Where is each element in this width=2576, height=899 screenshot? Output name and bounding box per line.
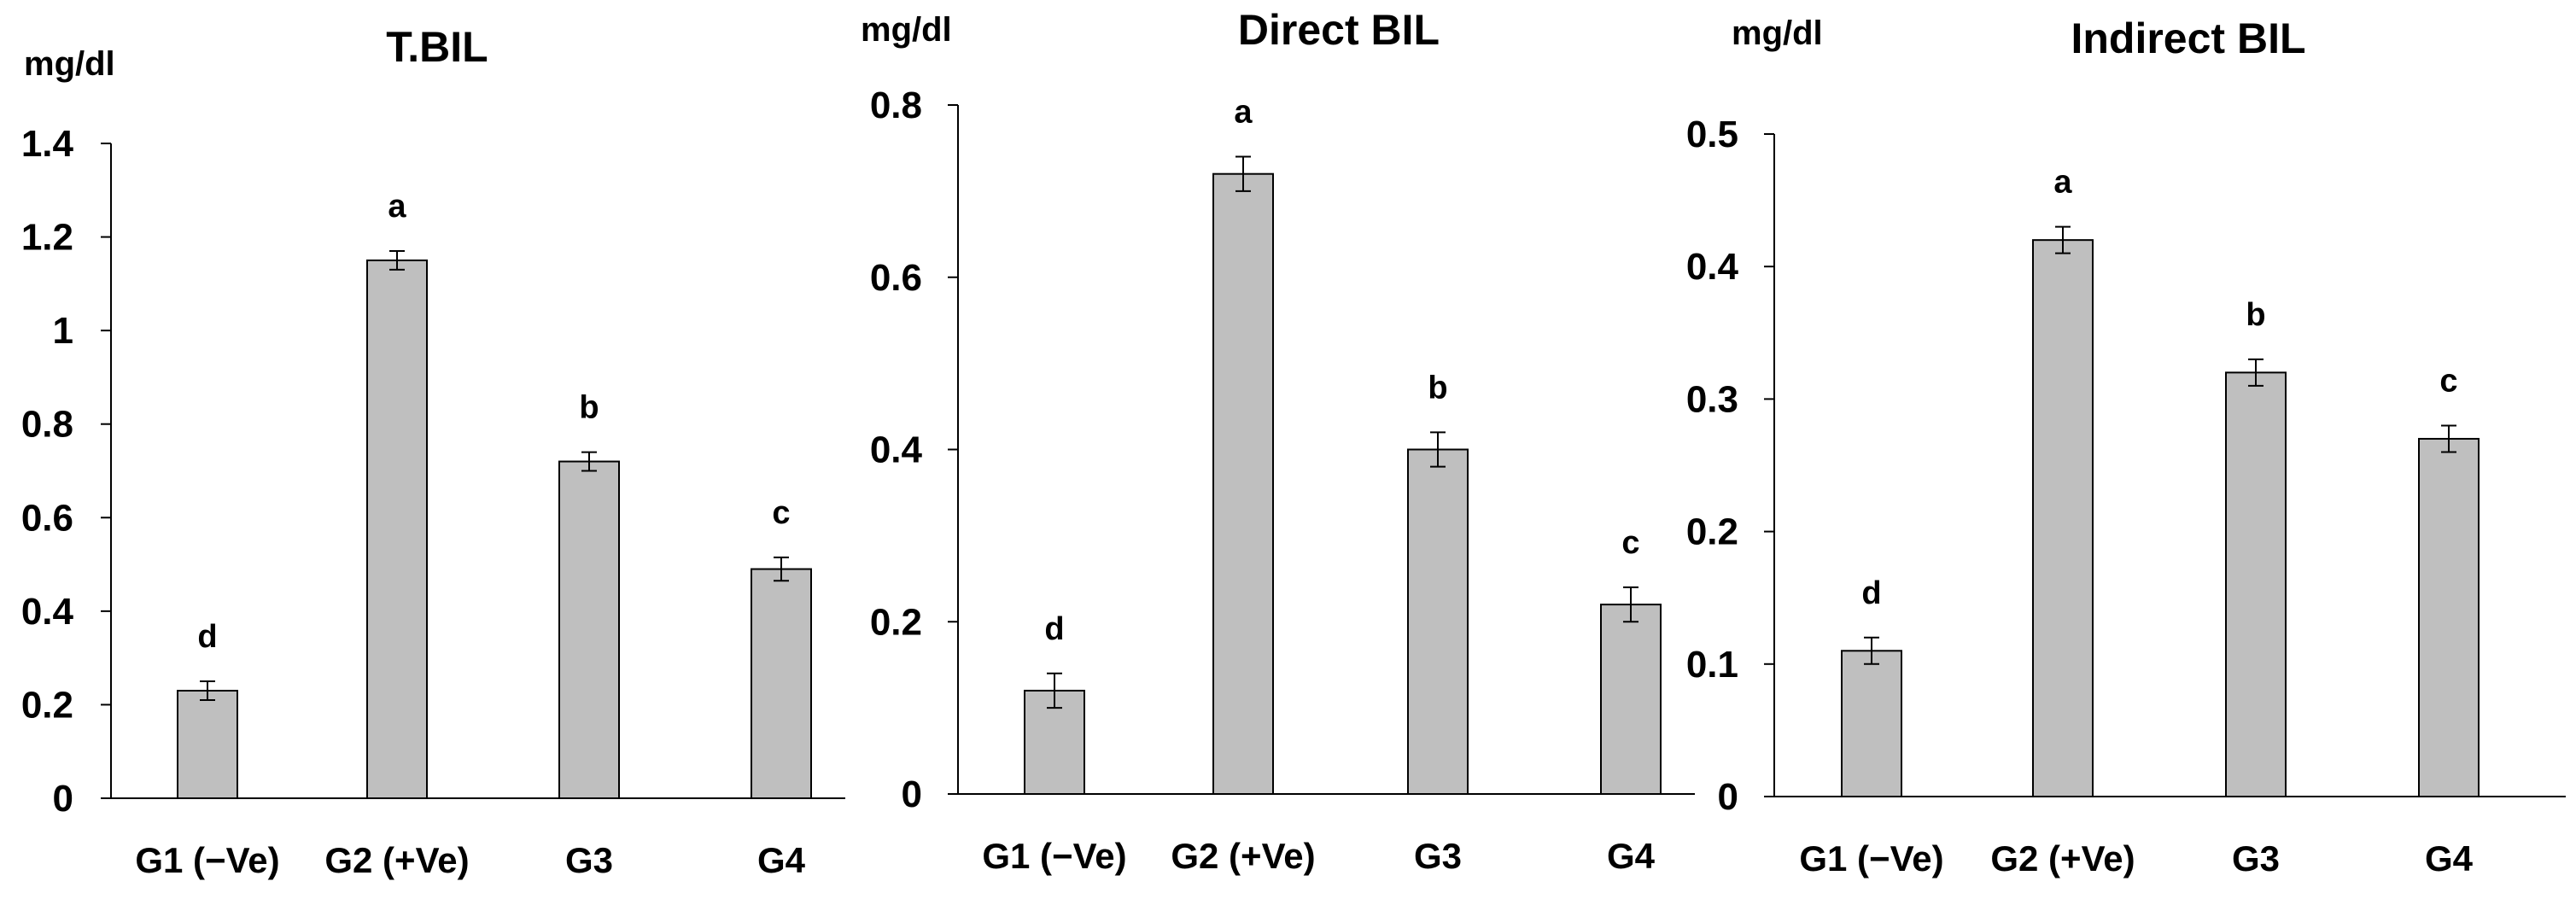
direct-bil-bar-g2 (1212, 172, 1274, 795)
tbil-category-label-g4: G4 (757, 840, 806, 880)
indirect-bil-bar-g2 (2032, 239, 2094, 798)
direct-bil-significance-g4: c (1621, 525, 1639, 561)
indirect-bil-y-tick-label: 0.5 (1686, 114, 1738, 155)
indirect-bil-y-tick-label: 0.1 (1686, 644, 1738, 686)
tbil-bar-g1 (177, 689, 238, 799)
chart-panel-direct-bil: Direct BIL mg/dl 0 0.2 0.4 0.6 0.8 d G1 (−Ve) a G2… (861, 6, 1695, 876)
indirect-bil-significance-g1: d (1861, 575, 1881, 611)
indirect-bil-bar-g1 (1841, 650, 1902, 798)
indirect-bil-y-tick-label: 0 (1718, 776, 1738, 818)
tbil-significance-g1: d (197, 619, 217, 655)
tbil-y-tick-label: 1.4 (21, 123, 74, 165)
indirect-bil-y-tick-label: 0.4 (1686, 246, 1739, 288)
direct-bil-unit-label: mg/dl (861, 11, 952, 49)
tbil-y-tick-label: 0.2 (21, 684, 73, 726)
indirect-bil-unit-label: mg/dl (1732, 15, 1823, 52)
direct-bil-category-label-g2: G2 (+Ve) (1171, 836, 1315, 876)
indirect-bil-bar-g4 (2418, 437, 2480, 798)
tbil-y-tick-label: 1.2 (21, 217, 73, 259)
tbil-bar-g2 (366, 259, 428, 799)
tbil-significance-g2: a (388, 189, 406, 225)
tbil-bar-g3 (558, 460, 620, 799)
indirect-bil-y-tick-label: 0.3 (1686, 378, 1738, 420)
direct-bil-significance-g1: d (1044, 611, 1064, 647)
direct-bil-bar-g4 (1600, 604, 1662, 796)
tbil-significance-g4: c (772, 495, 790, 531)
indirect-bil-significance-g3: b (2246, 297, 2265, 333)
tbil-title: T.BIL (386, 23, 488, 71)
tbil-significance-g3: b (579, 390, 599, 426)
indirect-bil-category-label-g2: G2 (+Ve) (1990, 838, 2135, 879)
indirect-bil-significance-g4: c (2439, 363, 2457, 399)
direct-bil-significance-g2: a (1234, 95, 1253, 131)
direct-bil-title: Direct BIL (1238, 6, 1440, 54)
indirect-bil-category-label-g3: G3 (2232, 838, 2280, 879)
tbil-y-tick-label: 1 (53, 310, 73, 352)
direct-bil-y-tick-label: 0.6 (870, 257, 922, 299)
tbil-category-label-g2: G2 (+Ve) (324, 840, 469, 880)
indirect-bil-category-label-g1: G1 (−Ve) (1799, 838, 1943, 879)
direct-bil-y-tick-label: 0 (902, 773, 922, 815)
tbil-bar-g4 (751, 568, 812, 799)
indirect-bil-title: Indirect BIL (2071, 15, 2305, 62)
direct-bil-y-tick-label: 0.2 (870, 601, 922, 643)
direct-bil-bar-g3 (1407, 448, 1469, 795)
direct-bil-category-label-g4: G4 (1607, 836, 1656, 876)
tbil-category-label-g3: G3 (565, 840, 613, 880)
tbil-unit-label: mg/dl (24, 45, 115, 83)
tbil-y-tick-label: 0.4 (21, 591, 74, 633)
chart-panel-indirect-bil: Indirect BIL mg/dl 0 0.1 0.2 0.3 0.4 0.5 d G1 (−V… (1686, 15, 2566, 879)
tbil-category-label-g1: G1 (−Ve) (135, 840, 279, 880)
indirect-bil-significance-g2: a (2053, 165, 2072, 201)
tbil-y-tick-label: 0 (53, 778, 73, 820)
indirect-bil-y-tick-label: 0.2 (1686, 511, 1738, 553)
direct-bil-y-tick-label: 0.8 (870, 85, 922, 126)
direct-bil-y-tick-label: 0.4 (870, 429, 923, 471)
indirect-bil-bar-g3 (2225, 371, 2287, 797)
direct-bil-category-label-g3: G3 (1414, 836, 1462, 876)
direct-bil-category-label-g1: G1 (−Ve) (982, 836, 1126, 876)
tbil-y-tick-label: 0.6 (21, 497, 73, 539)
chart-panel-tbil: T.BIL mg/dl 0 0.2 0.4 0.6 0.8 1 1.2 1.4 d G1 (−Ve) a… (21, 23, 845, 880)
direct-bil-significance-g3: b (1428, 370, 1447, 406)
indirect-bil-category-label-g4: G4 (2425, 838, 2474, 879)
tbil-y-tick-label: 0.8 (21, 404, 73, 446)
